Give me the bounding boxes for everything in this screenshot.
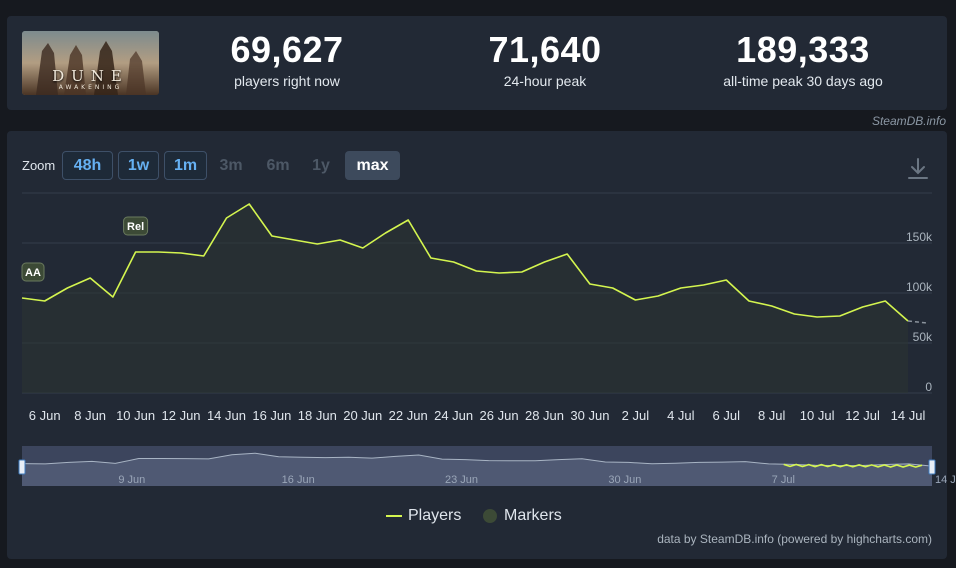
legend-markers-swatch (483, 509, 497, 523)
legend-players-swatch (386, 515, 402, 517)
x-tick-label: 2 Jul (622, 408, 650, 423)
navigator-recent-line (783, 463, 923, 468)
stat-24h-peak-label: 24-hour peak (503, 73, 587, 89)
navigator-area (22, 453, 932, 486)
x-tick-label: 10 Jul (800, 408, 835, 423)
marker-label: Rel (127, 221, 144, 233)
stat-all-time-peak-value: 189,333 (736, 29, 870, 70)
players-line (21, 203, 909, 322)
navigator-handle (18, 459, 26, 475)
zoom-1m-button[interactable]: 1m (164, 151, 207, 180)
x-tick-label: 12 Jul (845, 408, 880, 423)
players-line-incomplete (907, 320, 928, 324)
stats-panel: DUNE AWAKENING 69,627 players right now … (7, 16, 947, 110)
x-tick-label: 26 Jun (480, 408, 519, 423)
navigator-label: 14 Jul (935, 474, 956, 486)
game-logo-subtitle: AWAKENING (58, 84, 123, 91)
navigator-label: 9 Jun (118, 474, 145, 486)
x-tick-label: 10 Jun (116, 408, 155, 423)
stat-all-time-peak-label: all-time peak 30 days ago (723, 73, 883, 89)
y-tick-label: 100k (906, 280, 933, 294)
legend-markers[interactable]: Markers (483, 507, 562, 525)
zoom-1y-button[interactable]: 1y (312, 156, 330, 174)
zoom-max-button[interactable]: max (345, 151, 400, 180)
x-tick-label: 8 Jul (758, 408, 786, 423)
game-thumbnail[interactable]: DUNE AWAKENING (22, 31, 159, 95)
legend-markers-label: Markers (504, 507, 562, 524)
y-tick-label: 0 (925, 380, 932, 394)
x-tick-label: 6 Jun (29, 408, 61, 423)
navigator-label: 7 Jul (772, 474, 795, 486)
steamdb-credit[interactable]: SteamDB.info (871, 114, 946, 128)
stat-24h-peak-value: 71,640 (488, 29, 602, 70)
legend-players[interactable]: Players (386, 507, 461, 525)
stat-current: 69,627 players right now (177, 29, 397, 90)
x-tick-label: 14 Jun (207, 408, 246, 423)
stat-all-time-peak: 189,333 all-time peak 30 days ago (693, 29, 913, 90)
stat-current-label: players right now (234, 73, 340, 89)
marker-badge (21, 262, 45, 282)
game-art-icon (22, 31, 159, 95)
marker-label: AA (25, 267, 41, 279)
navigator-line (21, 452, 933, 467)
game-logo-text: DUNE (52, 67, 129, 85)
x-tick-label: 16 Jun (252, 408, 291, 423)
x-tick-label: 30 Jun (570, 408, 609, 423)
x-tick-label: 14 Jul (891, 408, 926, 423)
x-tick-label: 20 Jun (343, 408, 382, 423)
x-tick-label: 12 Jun (162, 408, 201, 423)
x-tick-label: 8 Jun (74, 408, 106, 423)
zoom-1w-button[interactable]: 1w (118, 151, 159, 180)
x-tick-label: 24 Jun (434, 408, 473, 423)
zoom-48h-button[interactable]: 48h (62, 151, 113, 180)
navigator-handle (928, 459, 936, 475)
marker-badge (123, 216, 149, 236)
x-tick-label: 6 Jul (713, 408, 741, 423)
navigator-label: 23 Jun (445, 474, 478, 486)
stat-current-value: 69,627 (230, 29, 344, 70)
navigator-label: 30 Jun (608, 474, 641, 486)
x-tick-label: 28 Jun (525, 408, 564, 423)
x-tick-label: 4 Jul (667, 408, 695, 423)
x-tick-label: 22 Jun (389, 408, 428, 423)
y-tick-label: 50k (913, 330, 933, 344)
navigator-label: 16 Jun (282, 474, 315, 486)
players-area (22, 204, 908, 393)
zoom-3m-button[interactable]: 3m (219, 156, 243, 174)
zoom-6m-button[interactable]: 6m (266, 156, 290, 174)
y-tick-label: 150k (906, 230, 933, 244)
legend-players-label: Players (408, 507, 462, 524)
download-icon[interactable] (906, 156, 930, 182)
x-tick-label: 18 Jun (298, 408, 337, 423)
zoom-label: Zoom (22, 158, 56, 173)
chart-credit[interactable]: data by SteamDB.info (powered by highcha… (657, 532, 932, 546)
stat-24h-peak: 71,640 24-hour peak (435, 29, 655, 90)
